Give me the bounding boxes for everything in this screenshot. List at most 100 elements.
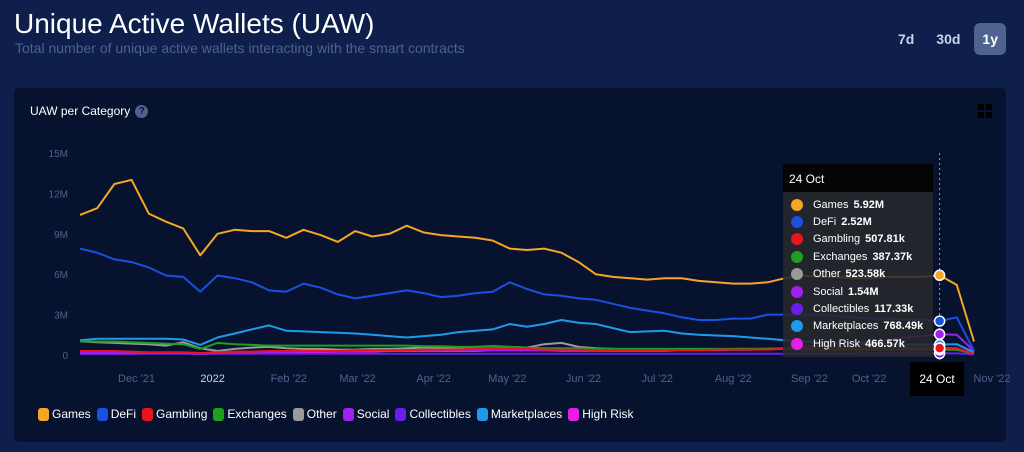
tooltip-dot: [791, 233, 803, 246]
legend-swatch: [395, 407, 407, 421]
legend-swatch: [38, 407, 49, 421]
tooltip-series-value: 117.33k: [874, 303, 914, 316]
tooltip-dot: [791, 216, 803, 229]
tooltip-series-value: 1.54M: [847, 285, 879, 298]
time-range-selector: 7d 30d 1y: [890, 23, 1006, 55]
legend-label: High Risk: [582, 407, 634, 421]
x-tick-label: Aug '22: [715, 373, 752, 385]
y-tick-label: 15M: [49, 149, 68, 160]
legend-swatch: [96, 407, 108, 421]
legend-swatch: [342, 407, 354, 421]
tooltip-series-name: Gambling: [813, 233, 861, 246]
tooltip-dot: [791, 250, 803, 263]
tooltip-series-value: 507.81k: [865, 233, 905, 246]
tooltip-row: DeFi 2.52M: [783, 213, 933, 230]
tooltip-dot: [791, 337, 803, 350]
tooltip-series-value: 768.49k: [883, 320, 924, 333]
legend-item-games[interactable]: Games: [38, 407, 91, 421]
legend-item-exchanges[interactable]: Exchanges: [213, 407, 287, 421]
legend-label: Other: [306, 407, 337, 421]
tooltip-dot: [791, 303, 803, 316]
legend-label: DeFi: [110, 407, 137, 421]
crosshair-date-label: 24 Oct: [910, 362, 964, 396]
tooltip-series-value: 466.57k: [865, 337, 905, 350]
card-title-text: UAW per Category: [30, 104, 131, 118]
tooltip-series-value: 523.58k: [845, 268, 886, 281]
x-tick-label: Jun '22: [566, 373, 601, 385]
legend-item-gambling[interactable]: Gambling: [142, 407, 207, 421]
tooltip-dot: [791, 268, 803, 281]
y-tick-label: 12M: [49, 189, 68, 200]
x-tick-label: 2022: [200, 373, 224, 385]
tooltip-series-name: Other: [813, 268, 841, 281]
y-tick-label: 6M: [54, 270, 68, 281]
page-title: Unique Active Wallets (UAW): [14, 8, 375, 39]
hover-marker-social: [933, 328, 946, 341]
tooltip-row: Collectibles 117.33k: [783, 300, 933, 317]
x-tick-label: Feb '22: [271, 373, 307, 385]
legend-label: Games: [52, 407, 91, 421]
legend-item-collectibles[interactable]: Collectibles: [395, 407, 471, 421]
tooltip-dot: [791, 320, 803, 333]
range-7d-button[interactable]: 7d: [897, 31, 915, 47]
tooltip-series-name: Games: [813, 198, 849, 211]
x-tick-label: Mar '22: [339, 373, 375, 385]
y-tick-label: 9M: [54, 230, 68, 241]
tooltip-dot: [791, 285, 803, 298]
expand-icon[interactable]: [978, 104, 992, 118]
x-tick-label: Sep '22: [791, 373, 828, 385]
tooltip-row: Games 5.92M: [783, 196, 933, 213]
legend-label: Social: [356, 407, 390, 421]
tooltip-series-name: Collectibles: [813, 303, 870, 316]
tooltip-series-value: 2.52M: [841, 216, 872, 229]
legend-swatch: [142, 407, 154, 421]
x-tick-label: Dec '21: [118, 373, 155, 385]
legend-item-high-risk[interactable]: High Risk: [568, 407, 634, 421]
tooltip-row: Social 1.54M: [783, 283, 933, 300]
legend-label: Marketplaces: [490, 407, 563, 421]
tooltip-row: Marketplaces 768.49k: [783, 318, 933, 335]
x-tick-label: May '22: [488, 373, 526, 385]
legend-swatch: [476, 407, 488, 421]
y-tick-label: 0: [62, 351, 68, 362]
card-title: UAW per Category ?: [30, 104, 149, 118]
x-tick-label: Jul '22: [641, 373, 672, 385]
legend-item-marketplaces[interactable]: Marketplaces: [476, 407, 563, 421]
hover-marker-defi: [933, 315, 946, 327]
hover-marker-gambling: [933, 342, 946, 354]
chart-tooltip: 24 Oct Games 5.92M DeFi 2.52M Gambling 507.81…: [783, 164, 933, 357]
tooltip-series-name: DeFi: [813, 216, 837, 229]
legend-swatch: [292, 407, 304, 421]
x-tick-label: Apr '22: [416, 373, 451, 385]
legend-label: Collectibles: [409, 407, 471, 421]
tooltip-series-name: Social: [813, 285, 843, 298]
tooltip-row: High Risk 466.57k: [783, 335, 933, 352]
chart-legend: Games DeFi Gambling Exchanges Other Social Col…: [38, 407, 634, 421]
legend-swatch: [213, 407, 225, 421]
tooltip-series-name: Marketplaces: [813, 320, 879, 333]
x-tick-label: Oct '22: [852, 373, 887, 385]
legend-item-other[interactable]: Other: [292, 407, 337, 421]
legend-swatch: [568, 407, 580, 421]
tooltip-row: Exchanges 387.37k: [783, 248, 933, 265]
hover-marker-games: [933, 269, 946, 282]
tooltip-date: 24 Oct: [783, 164, 933, 192]
tooltip-row: Other 523.58k: [783, 266, 933, 283]
legend-label: Gambling: [156, 407, 208, 421]
legend-item-defi[interactable]: DeFi: [96, 407, 137, 421]
tooltip-series-value: 387.37k: [872, 250, 913, 263]
tooltip-series-name: Exchanges: [813, 250, 868, 263]
x-tick-label: Nov '22: [974, 373, 1011, 385]
legend-label: Exchanges: [227, 407, 287, 421]
page-subtitle: Total number of unique active wallets in…: [15, 40, 465, 56]
tooltip-series-name: High Risk: [813, 337, 861, 350]
range-1y-button[interactable]: 1y: [974, 23, 1006, 55]
range-30d-button[interactable]: 30d: [936, 31, 961, 47]
y-tick-label: 3M: [54, 311, 68, 322]
tooltip-row: Gambling 507.81k: [783, 231, 933, 248]
legend-item-social[interactable]: Social: [342, 407, 390, 421]
tooltip-series-value: 5.92M: [853, 198, 885, 211]
question-circle-icon[interactable]: ?: [135, 104, 149, 118]
tooltip-dot: [791, 198, 803, 211]
